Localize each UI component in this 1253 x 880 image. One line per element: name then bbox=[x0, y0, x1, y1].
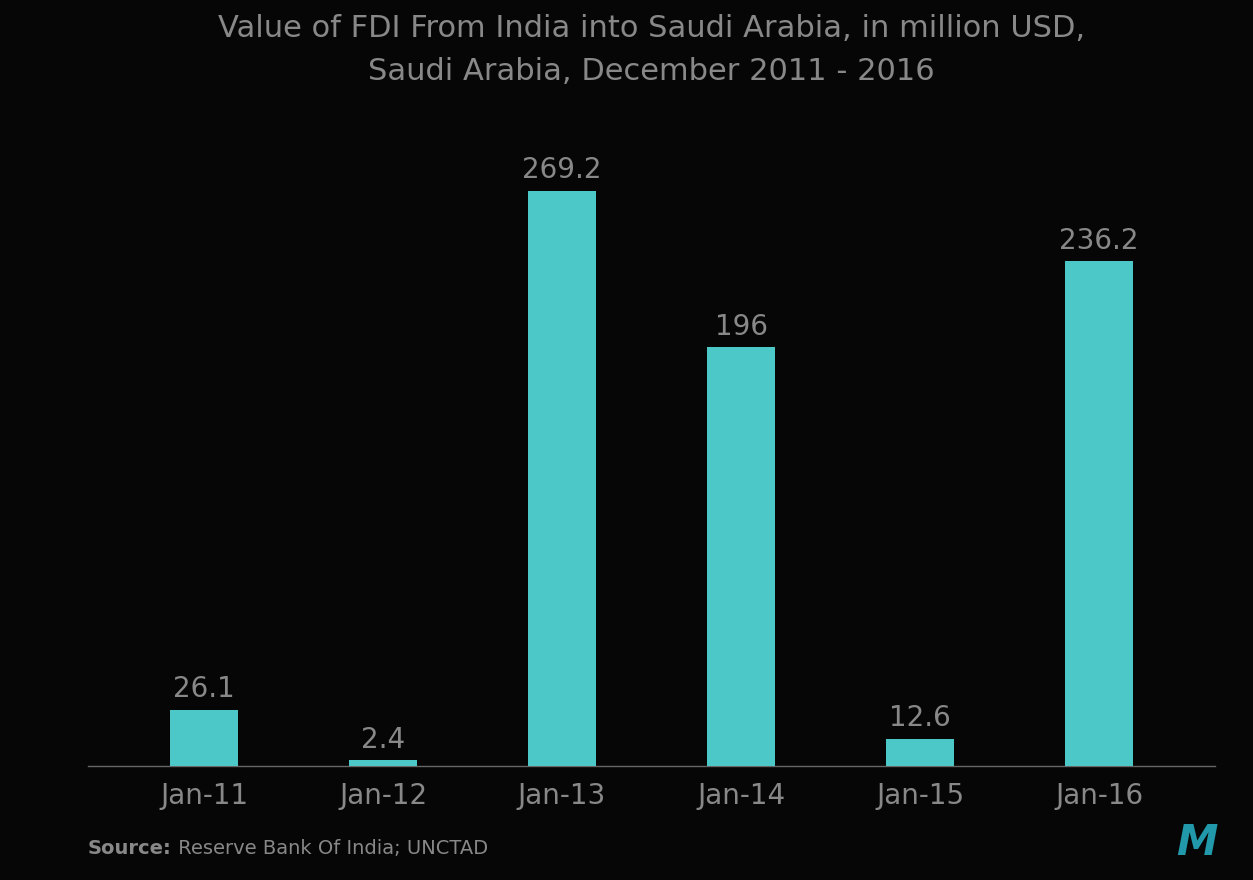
Bar bbox=[1065, 261, 1133, 766]
Bar bbox=[170, 710, 238, 766]
Text: 269.2: 269.2 bbox=[523, 157, 601, 185]
Text: Source:: Source: bbox=[88, 839, 172, 858]
Text: Reserve Bank Of India; UNCTAD: Reserve Bank Of India; UNCTAD bbox=[172, 839, 487, 858]
Text: 12.6: 12.6 bbox=[890, 704, 951, 732]
Text: Μ: Μ bbox=[1175, 822, 1218, 864]
Title: Value of FDI From India into Saudi Arabia, in million USD,
Saudi Arabia, Decembe: Value of FDI From India into Saudi Arabi… bbox=[218, 14, 1085, 85]
Bar bbox=[528, 191, 596, 766]
Text: 196: 196 bbox=[714, 312, 768, 341]
Bar bbox=[707, 347, 776, 766]
Bar bbox=[350, 760, 417, 766]
Text: 26.1: 26.1 bbox=[173, 676, 234, 703]
Text: 2.4: 2.4 bbox=[361, 726, 405, 754]
Text: 236.2: 236.2 bbox=[1059, 227, 1139, 255]
Bar bbox=[886, 738, 954, 766]
